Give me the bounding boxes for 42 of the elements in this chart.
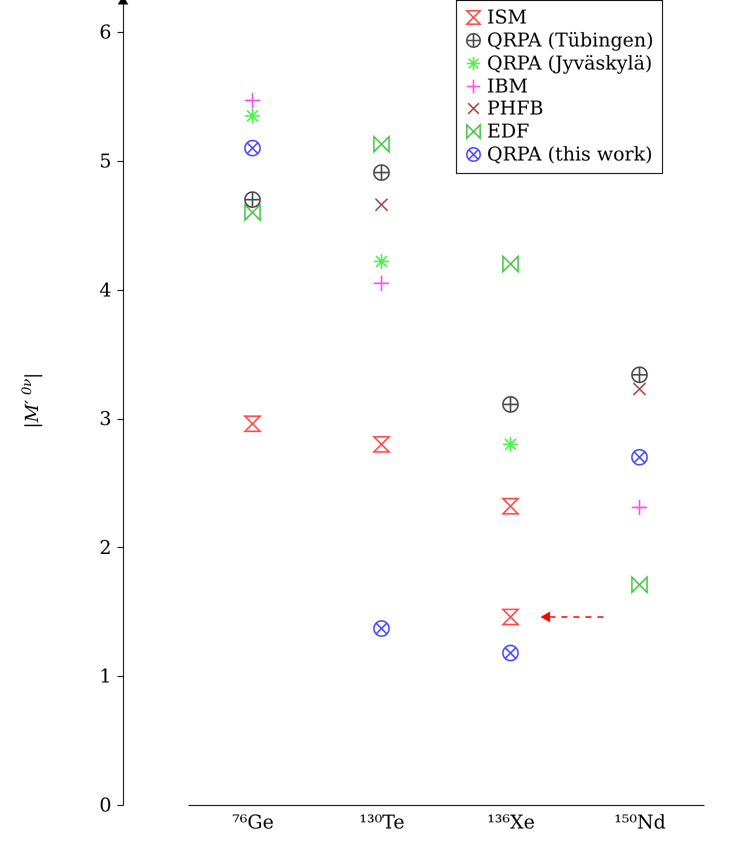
y-tick-label: 5 (99, 150, 112, 172)
point (244, 140, 261, 157)
point (244, 204, 261, 221)
point (244, 415, 261, 432)
point (373, 620, 390, 637)
legend-label: PHFB (487, 98, 544, 120)
point (631, 576, 648, 594)
point (244, 191, 261, 208)
x-tick-label: ⁷⁶Ge (232, 812, 274, 834)
point (373, 274, 390, 292)
y-tick-label: 3 (99, 408, 112, 430)
y-tick-label: 2 (99, 536, 112, 559)
legend-label: QRPA (Jyväskylä) (487, 52, 652, 74)
legend-label: IBM (487, 76, 528, 98)
point (502, 396, 519, 413)
point (373, 164, 390, 181)
point (502, 644, 519, 662)
y-axis-title: |M′0ν| (20, 372, 43, 428)
x-tick-label: ¹³⁶Xe (487, 812, 535, 834)
point (502, 498, 519, 515)
y-tick-label: 6 (99, 22, 112, 44)
point (373, 253, 390, 270)
legend-label: ISM (487, 6, 527, 28)
point (373, 436, 390, 453)
point (373, 136, 390, 153)
point (244, 108, 261, 124)
point (632, 382, 646, 396)
y-tick-label: 0 (99, 794, 112, 816)
legend-label: QRPA (this work) (487, 144, 653, 166)
point (631, 499, 648, 516)
legend-label: QRPA (Tübingen) (487, 30, 654, 52)
point (502, 436, 519, 453)
point (374, 198, 388, 212)
x-tick-label: ¹⁵⁰Nd (614, 812, 666, 834)
point (631, 366, 648, 384)
point (244, 92, 261, 109)
x-tick-label: ¹³⁰Te (359, 812, 405, 834)
y-tick-label: 1 (99, 666, 112, 688)
y-tick-label: 4 (99, 279, 112, 302)
legend-label: EDF (487, 120, 530, 142)
point (502, 256, 519, 272)
point (631, 448, 648, 466)
